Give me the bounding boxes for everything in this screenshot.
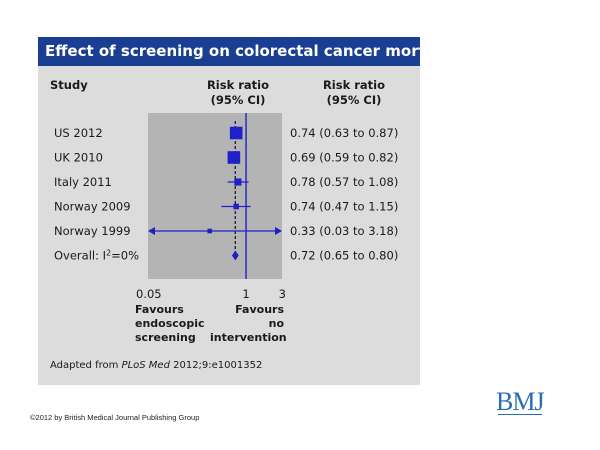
favours-left-line-1: Favours <box>135 303 184 316</box>
point-estimate <box>234 178 242 186</box>
values-header-line-2: (95% CI) <box>326 93 382 107</box>
figure-panel: Effect of screening on colorectal cancer… <box>38 37 463 385</box>
point-estimate <box>229 126 243 140</box>
plot-header-line-1: Risk ratio <box>206 78 270 92</box>
i-squared-value: =0% <box>111 249 139 263</box>
favours-right-line-2: no <box>268 317 284 330</box>
forest-plot: US 2012 0.74 (0.63 to 0.87) UK 2010 0.69 (0… <box>54 113 398 301</box>
ci-label: 0.33 (0.03 to 3.18) <box>290 224 398 238</box>
point-estimate <box>227 151 241 164</box>
overall-ci-label: 0.72 (0.65 to 0.80) <box>290 249 398 263</box>
ci-arrow-left <box>148 227 155 235</box>
study-label: UK 2010 <box>54 151 103 165</box>
ci-arrow-right <box>275 227 282 235</box>
point-estimate <box>233 203 239 210</box>
chart-title: Effect of screening on colorectal cancer… <box>45 42 464 60</box>
overall-diamond <box>231 250 239 261</box>
x-tick-label: 0.05 <box>136 287 162 301</box>
ci-label: 0.74 (0.63 to 0.87) <box>290 126 398 140</box>
study-column-header: Study <box>50 78 88 92</box>
plot-header-line-2: (95% CI) <box>210 93 266 107</box>
ci-label: 0.74 (0.47 to 1.15) <box>290 200 398 214</box>
copyright-notice: ©2012 by British Medical Journal Publish… <box>30 413 200 422</box>
source-journal: PLoS Med <box>121 360 170 371</box>
values-header-line-1: Risk ratio <box>322 78 386 92</box>
study-label: Norway 1999 <box>54 224 131 238</box>
source-note: Adapted from PLoS Med 2012;9:e1001352 <box>50 360 263 371</box>
i-squared-superscript: 2 <box>106 249 111 258</box>
study-label: Norway 2009 <box>54 200 131 214</box>
study-label: Italy 2011 <box>54 175 112 189</box>
overall-label: Overall: I2=0% <box>54 249 139 263</box>
favours-right-line-1: Favours <box>235 303 284 316</box>
favours-left-line-2: endoscopic <box>135 317 205 330</box>
favours-right-line-3: intervention <box>210 331 287 344</box>
favours-right: Favours no intervention <box>210 303 287 345</box>
favours-left: Favours endoscopic screening <box>135 303 205 345</box>
x-tick-label: 3 <box>279 287 286 301</box>
ci-label: 0.78 (0.57 to 1.08) <box>290 175 398 189</box>
point-estimate <box>207 228 213 234</box>
bmj-logo: BMJ <box>496 387 545 416</box>
title-bar: Effect of screening on colorectal cancer… <box>38 37 463 66</box>
plot-column-header: Risk ratio (95% CI) <box>184 78 292 108</box>
ci-label: 0.69 (0.59 to 0.82) <box>290 151 398 165</box>
favours-left-line-3: screening <box>135 331 196 344</box>
x-tick-label: 1 <box>242 287 249 301</box>
study-label: US 2012 <box>54 126 103 140</box>
values-column-header: Risk ratio (95% CI) <box>300 78 408 108</box>
plot-area <box>148 113 282 279</box>
